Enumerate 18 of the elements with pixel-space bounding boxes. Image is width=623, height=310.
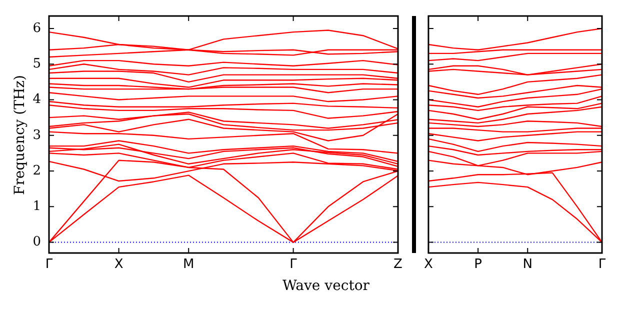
x-tick-label: Γ — [45, 257, 54, 272]
x-tick-label: N — [522, 257, 532, 272]
x-tick-label: Z — [394, 257, 403, 272]
x-axis-title: Wave vector — [282, 278, 370, 294]
y-axis-title: Frequency (THz) — [12, 74, 28, 196]
y-tick-label: 6 — [32, 20, 41, 36]
y-tick-label: 0 — [32, 234, 41, 250]
x-tick-label: P — [474, 257, 482, 272]
x-tick-label: Γ — [598, 257, 606, 272]
y-tick-label: 4 — [32, 92, 41, 108]
x-tick-label: X — [424, 257, 433, 272]
y-tick-label: 1 — [32, 199, 41, 214]
y-tick-label: 3 — [32, 128, 41, 143]
x-tick-label: Γ — [290, 257, 298, 272]
y-tick-label: 5 — [32, 56, 41, 72]
y-tick-label: 2 — [32, 163, 41, 178]
x-tick-label: X — [114, 257, 124, 272]
x-tick-label: M — [182, 257, 194, 272]
